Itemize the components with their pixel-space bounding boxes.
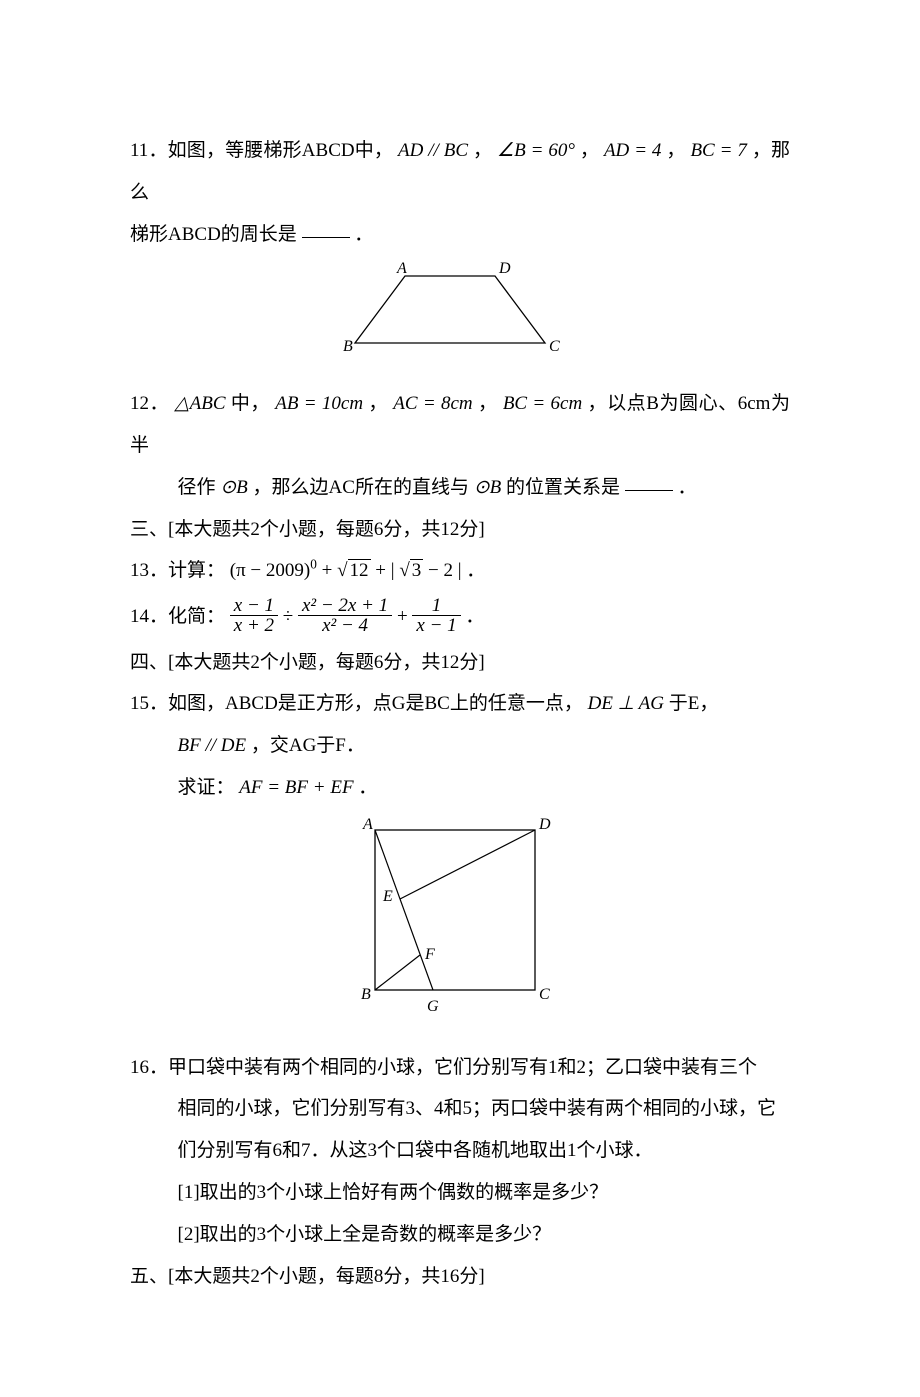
svg-text:C: C [549,338,560,355]
q15-eq1: DE ⊥ AG [588,693,664,714]
section-3: 三、[本大题共2个小题，每题6分，共12分] [130,509,790,551]
q14-div: ÷ [283,606,298,627]
svg-text:D: D [538,816,551,833]
svg-text:F: F [424,946,435,963]
svg-text:G: G [427,998,439,1015]
q12-l2a: 径作 [178,477,216,498]
page: 11．如图，等腰梯形ABCD中， AD // BC ， ∠B = 60° ， A… [0,0,920,1397]
q12-cB1: ⊙B [220,477,248,498]
q11-line2: 梯形ABCD的周长是 ． [130,214,790,256]
q15-post1: 于E， [669,693,719,714]
q12-cB2: ⊙B [474,477,502,498]
q12-l2b: ，那么边AC所在的直线与 [253,477,469,498]
q12-s1: ， [368,393,388,414]
q12-line1: 12． △ABC 中， AB = 10cm ， AC = 8cm ， BC = … [130,383,790,467]
section-5: 五、[本大题共2个小题，每题8分，共16分] [130,1256,790,1298]
q11-l2post: ． [354,224,373,245]
q14-dot: ． [465,606,484,627]
q13-sqrt12: √12 [337,550,370,592]
q13-m2: − 2 | [428,560,462,581]
q16-l1: 16．甲口袋中装有两个相同的小球，它们分别写有1和2；乙口袋中装有三个 [130,1047,790,1089]
q14-f1: x − 1 x + 2 [230,596,278,635]
q13-plus: + [322,560,337,581]
q12-eq3: BC = 6cm [503,393,582,414]
q14-f3: 1 x − 1 [412,596,460,635]
q13-pre: 13．计算： [130,560,225,581]
svg-text:C: C [539,986,550,1003]
q12-blank [625,490,673,491]
q11-s3: ， [666,140,685,161]
q11-eq3: AD = 4 [604,140,661,161]
q14: 14．化简： x − 1 x + 2 ÷ x² − 2x + 1 x² − 4 … [130,592,790,641]
q15-post2: ，交AG于F． [251,735,365,756]
svg-text:B: B [361,986,371,1003]
q13-p1: (π − 2009)0 [230,560,317,581]
q15-pre3: 求证： [178,777,235,798]
trapezoid-icon: A D B C [335,261,585,361]
q15-pre: 15．如图，ABCD是正方形，点G是BC上的任意一点， [130,693,583,714]
square-diagram-icon: A D B C E F G [345,815,575,1025]
svg-text:A: A [396,261,407,277]
q11-pre: 11．如图，等腰梯形ABCD中， [130,140,393,161]
q12-mid: 中， [231,393,270,414]
q13: 13．计算： (π − 2009)0 + √12 + | √3 − 2 | ． [130,550,790,592]
q14-plus: + [397,606,412,627]
q15-line2: BF // DE ，交AG于F． [130,725,790,767]
svg-text:E: E [382,888,393,905]
q11-s2: ， [580,140,599,161]
q11-eq4: BC = 7 [690,140,746,161]
q15-post3: ． [358,777,377,798]
q12-l2post: ． [678,477,697,498]
q12-eq2: AC = 8cm [393,393,472,414]
q13-sqrt3: √3 [399,550,423,592]
q14-pre: 14．化简： [130,606,225,627]
q11-eq1: AD // BC [398,140,468,161]
q15-eq3: AF = BF + EF [239,777,353,798]
q14-f2: x² − 2x + 1 x² − 4 [298,596,392,635]
q11-l2pre: 梯形ABCD的周长是 [130,224,297,245]
q16-l2: 相同的小球，它们分别写有3、4和5；丙口袋中装有两个相同的小球，它 [130,1088,790,1130]
q16-sub2: [2]取出的3个小球上全是奇数的概率是多少？ [130,1214,790,1256]
q12-s2: ， [478,393,498,414]
q11-s1: ， [473,140,492,161]
q12-line2: 径作 ⊙B ，那么边AC所在的直线与 ⊙B 的位置关系是 ． [130,467,790,509]
q11-line1: 11．如图，等腰梯形ABCD中， AD // BC ， ∠B = 60° ， A… [130,130,790,214]
q12-l2c: 的位置关系是 [506,477,620,498]
svg-text:B: B [343,338,353,355]
q13-plus2: + | [375,560,399,581]
q16-l3: 们分别写有6和7．从这3个口袋中各随机地取出1个小球． [130,1130,790,1172]
q15-line1: 15．如图，ABCD是正方形，点G是BC上的任意一点， DE ⊥ AG 于E， [130,683,790,725]
q12-pre: 12． [130,393,169,414]
q12-eq1: AB = 10cm [275,393,363,414]
q15-eq2: BF // DE [178,735,247,756]
q13-dot: ． [466,560,485,581]
svg-text:D: D [498,261,511,277]
svg-text:A: A [362,816,373,833]
q15-line3: 求证： AF = BF + EF ． [130,767,790,809]
q11-figure: A D B C [130,261,790,377]
q16-sub1: [1]取出的3个小球上恰好有两个偶数的概率是多少？ [130,1172,790,1214]
section-4: 四、[本大题共2个小题，每题6分，共12分] [130,642,790,684]
q12-eq0: △ABC [174,393,225,414]
q15-figure: A D B C E F G [130,815,790,1041]
q11-eq2: ∠B = 60° [497,140,575,161]
q11-blank [302,237,350,238]
